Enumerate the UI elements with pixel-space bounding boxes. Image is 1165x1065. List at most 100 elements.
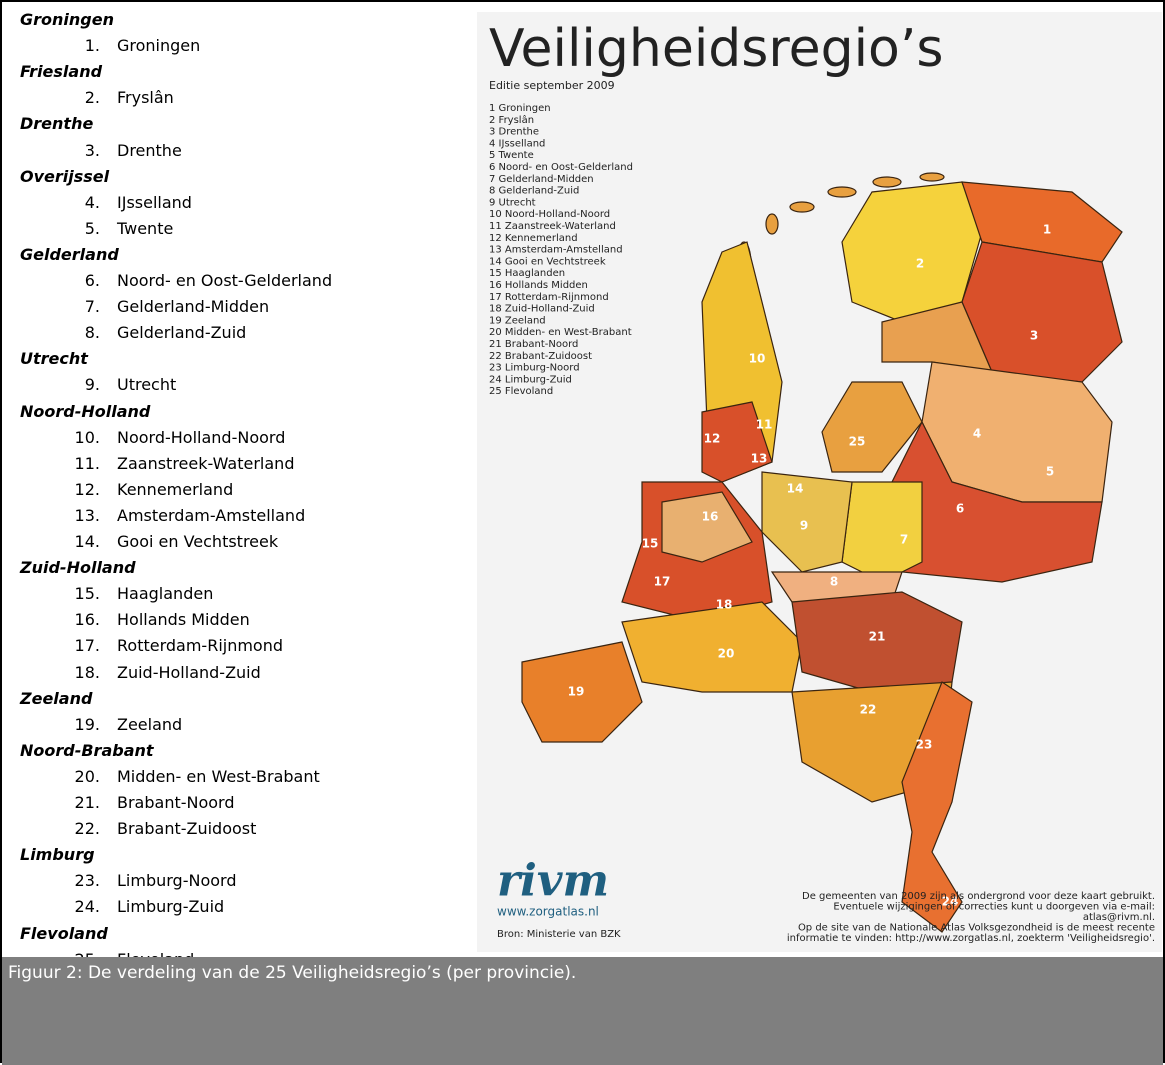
region-name: Gelderland-Zuid bbox=[117, 323, 246, 343]
caption: Figuur 2: De verdeling van de 25 Veiligh… bbox=[8, 963, 576, 983]
region-number: 10. bbox=[42, 428, 100, 448]
region-name: Brabant-Zuidoost bbox=[117, 819, 256, 839]
region-name: Twente bbox=[117, 219, 173, 239]
region-name: Groningen bbox=[117, 36, 200, 56]
map-region-label: 9 bbox=[800, 519, 808, 533]
map-legend-item: 22 Brabant-Zuidoost bbox=[489, 351, 592, 362]
region-shape bbox=[842, 482, 922, 582]
region-number: 7. bbox=[42, 297, 100, 317]
map-region-label: 21 bbox=[869, 630, 886, 644]
region-name: Rotterdam-Rijnmond bbox=[117, 636, 283, 656]
region-name: Midden- en West-Brabant bbox=[117, 767, 320, 787]
region-name: Drenthe bbox=[117, 141, 182, 161]
map-note: De gemeenten van 2009 zijn als ondergron… bbox=[802, 891, 1155, 902]
map-legend-item: 24 Limburg-Zuid bbox=[489, 374, 572, 385]
map-region-label: 1 bbox=[1043, 223, 1051, 237]
map-legend-item: 5 Twente bbox=[489, 150, 534, 161]
region-name: Gelderland-Midden bbox=[117, 297, 269, 317]
region-name: Noord-Holland-Noord bbox=[117, 428, 285, 448]
region-name: Zeeland bbox=[117, 715, 182, 735]
map-logo: rivm bbox=[497, 856, 609, 907]
region-list: Groningen1.GroningenFriesland2.FryslânDr… bbox=[2, 2, 462, 957]
map-legend-item: 1 Groningen bbox=[489, 103, 551, 114]
province-heading: Noord-Holland bbox=[20, 402, 150, 422]
map-note: atlas@rivm.nl. bbox=[1083, 912, 1155, 923]
province-heading: Flevoland bbox=[20, 924, 108, 944]
map-legend-item: 4 IJsselland bbox=[489, 138, 545, 149]
map-region-label: 16 bbox=[702, 510, 719, 524]
map-region-label: 22 bbox=[860, 703, 877, 717]
map-region-label: 20 bbox=[718, 647, 735, 661]
region-number: 16. bbox=[42, 610, 100, 630]
region-number: 23. bbox=[42, 871, 100, 891]
region-number: 6. bbox=[42, 271, 100, 291]
map-region-label: 15 bbox=[642, 537, 659, 551]
province-heading: Noord-Brabant bbox=[20, 741, 154, 761]
region-number: 18. bbox=[42, 663, 100, 683]
region-number: 5. bbox=[42, 219, 100, 239]
map-region-label: 13 bbox=[751, 452, 768, 466]
region-number: 3. bbox=[42, 141, 100, 161]
region-name: Gooi en Vechtstreek bbox=[117, 532, 278, 552]
map-legend-item: 3 Drenthe bbox=[489, 127, 539, 138]
region-name: Zuid-Holland-Zuid bbox=[117, 663, 261, 683]
region-name: Brabant-Noord bbox=[117, 793, 235, 813]
map-region-label: 11 bbox=[756, 418, 773, 432]
map-legend-item: 15 Haaglanden bbox=[489, 268, 565, 279]
map-region-label: 2 bbox=[916, 257, 924, 271]
region-number: 8. bbox=[42, 323, 100, 343]
region-name: Noord- en Oost-Gelderland bbox=[117, 271, 332, 291]
map-legend-item: 6 Noord- en Oost-Gelderland bbox=[489, 162, 633, 173]
map-region-label: 12 bbox=[704, 432, 721, 446]
island bbox=[873, 177, 901, 187]
map-legend-item: 19 Zeeland bbox=[489, 315, 546, 326]
region-number: 9. bbox=[42, 375, 100, 395]
region-number: 17. bbox=[42, 636, 100, 656]
region-name: Haaglanden bbox=[117, 584, 213, 604]
map-note: Op de site van de Nationale Atlas Volksg… bbox=[798, 923, 1155, 934]
map-region-label: 7 bbox=[900, 533, 908, 547]
map-region-label: 17 bbox=[654, 575, 671, 589]
region-name: Kennemerland bbox=[117, 480, 233, 500]
province-heading: Utrecht bbox=[20, 349, 88, 369]
region-number: 14. bbox=[42, 532, 100, 552]
map-region-label: 19 bbox=[568, 685, 585, 699]
map-legend-item: 17 Rotterdam-Rijnmond bbox=[489, 292, 609, 303]
map-region-label: 5 bbox=[1046, 465, 1054, 479]
map-region-label: 3 bbox=[1030, 329, 1038, 343]
map-legend-item: 20 Midden- en West-Brabant bbox=[489, 327, 632, 338]
region-number: 20. bbox=[42, 767, 100, 787]
map-legend-item: 16 Hollands Midden bbox=[489, 280, 588, 291]
map-region-label: 14 bbox=[787, 482, 804, 496]
map-region-label: 8 bbox=[830, 575, 838, 589]
island bbox=[790, 202, 814, 212]
province-heading: Friesland bbox=[20, 62, 102, 82]
map-legend-item: 25 Flevoland bbox=[489, 386, 553, 397]
map-region-label: 10 bbox=[749, 352, 766, 366]
map-legend-item: 18 Zuid-Holland-Zuid bbox=[489, 304, 595, 315]
province-heading: Limburg bbox=[20, 845, 95, 865]
region-number: 2. bbox=[42, 88, 100, 108]
map-edition: Editie september 2009 bbox=[489, 79, 615, 92]
region-name: Utrecht bbox=[117, 375, 176, 395]
map-legend-item: 8 Gelderland-Zuid bbox=[489, 186, 579, 197]
map-title: Veiligheidsregio’s bbox=[489, 19, 944, 79]
map-region-label: 23 bbox=[916, 738, 933, 752]
map-legend-item: 21 Brabant-Noord bbox=[489, 339, 578, 350]
island bbox=[766, 214, 778, 234]
region-name: Zaanstreek-Waterland bbox=[117, 454, 294, 474]
map-legend-item: 13 Amsterdam-Amstelland bbox=[489, 245, 623, 256]
region-number: 15. bbox=[42, 584, 100, 604]
map-region-label: 6 bbox=[956, 502, 964, 516]
map-region-label: 25 bbox=[849, 435, 866, 449]
region-number: 11. bbox=[42, 454, 100, 474]
province-heading: Zeeland bbox=[20, 689, 92, 709]
province-heading: Drenthe bbox=[20, 114, 93, 134]
region-name: Amsterdam-Amstelland bbox=[117, 506, 305, 526]
region-name: IJsselland bbox=[117, 193, 192, 213]
province-heading: Zuid-Holland bbox=[20, 558, 136, 578]
region-name: Fryslân bbox=[117, 88, 174, 108]
map-legend-item: 11 Zaanstreek-Waterland bbox=[489, 221, 616, 232]
region-number: 24. bbox=[42, 897, 100, 917]
region-number: 13. bbox=[42, 506, 100, 526]
